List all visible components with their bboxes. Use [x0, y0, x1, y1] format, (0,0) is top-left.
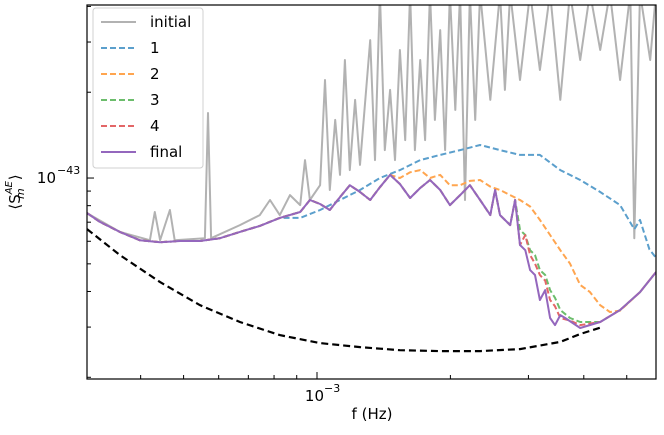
y-tick-exp: −43 — [57, 164, 80, 177]
y-label-main: ⟨S — [6, 194, 24, 209]
legend-box — [92, 7, 204, 169]
series-line-2 — [87, 169, 656, 313]
x-tick-exp: −3 — [324, 382, 340, 395]
legend-item-1: 1 — [101, 39, 160, 57]
legend-item-2: 2 — [101, 65, 160, 83]
legend-label: final — [150, 143, 182, 161]
y-label-sub: m — [14, 188, 27, 199]
svg-text:⟨SAEm⟩: ⟨SAEm ⟩ — [4, 174, 27, 209]
plot-frame — [86, 4, 657, 380]
legend: initial 1 2 3 4 final — [92, 7, 204, 169]
y-major-tick-label: 10 −43 — [37, 164, 80, 187]
x-major-tick-label: 10 −3 — [305, 382, 340, 405]
reference-curve — [87, 228, 601, 353]
series-line-initial — [87, 5, 656, 242]
series-line-final — [87, 173, 656, 329]
axis-ticks — [87, 5, 628, 379]
y-label-close: ⟩ — [6, 174, 24, 180]
legend-item-3: 3 — [101, 91, 160, 109]
legend-item-4: 4 — [101, 117, 160, 135]
legend-label: 2 — [150, 65, 160, 83]
legend-item-final: final — [101, 143, 182, 161]
legend-label: initial — [150, 13, 191, 31]
x-tick-base: 10 — [305, 387, 324, 405]
series-layer — [87, 5, 656, 353]
legend-label: 3 — [150, 91, 160, 109]
legend-item-initial: initial — [101, 13, 191, 31]
y-label-sup: AE — [4, 180, 15, 195]
legend-label: 1 — [150, 39, 160, 57]
y-axis-label: ⟨SAEm ⟩ — [4, 174, 27, 209]
y-tick-base: 10 — [37, 169, 56, 187]
legend-label: 4 — [150, 117, 160, 135]
x-axis-label: f (Hz) — [352, 405, 393, 423]
